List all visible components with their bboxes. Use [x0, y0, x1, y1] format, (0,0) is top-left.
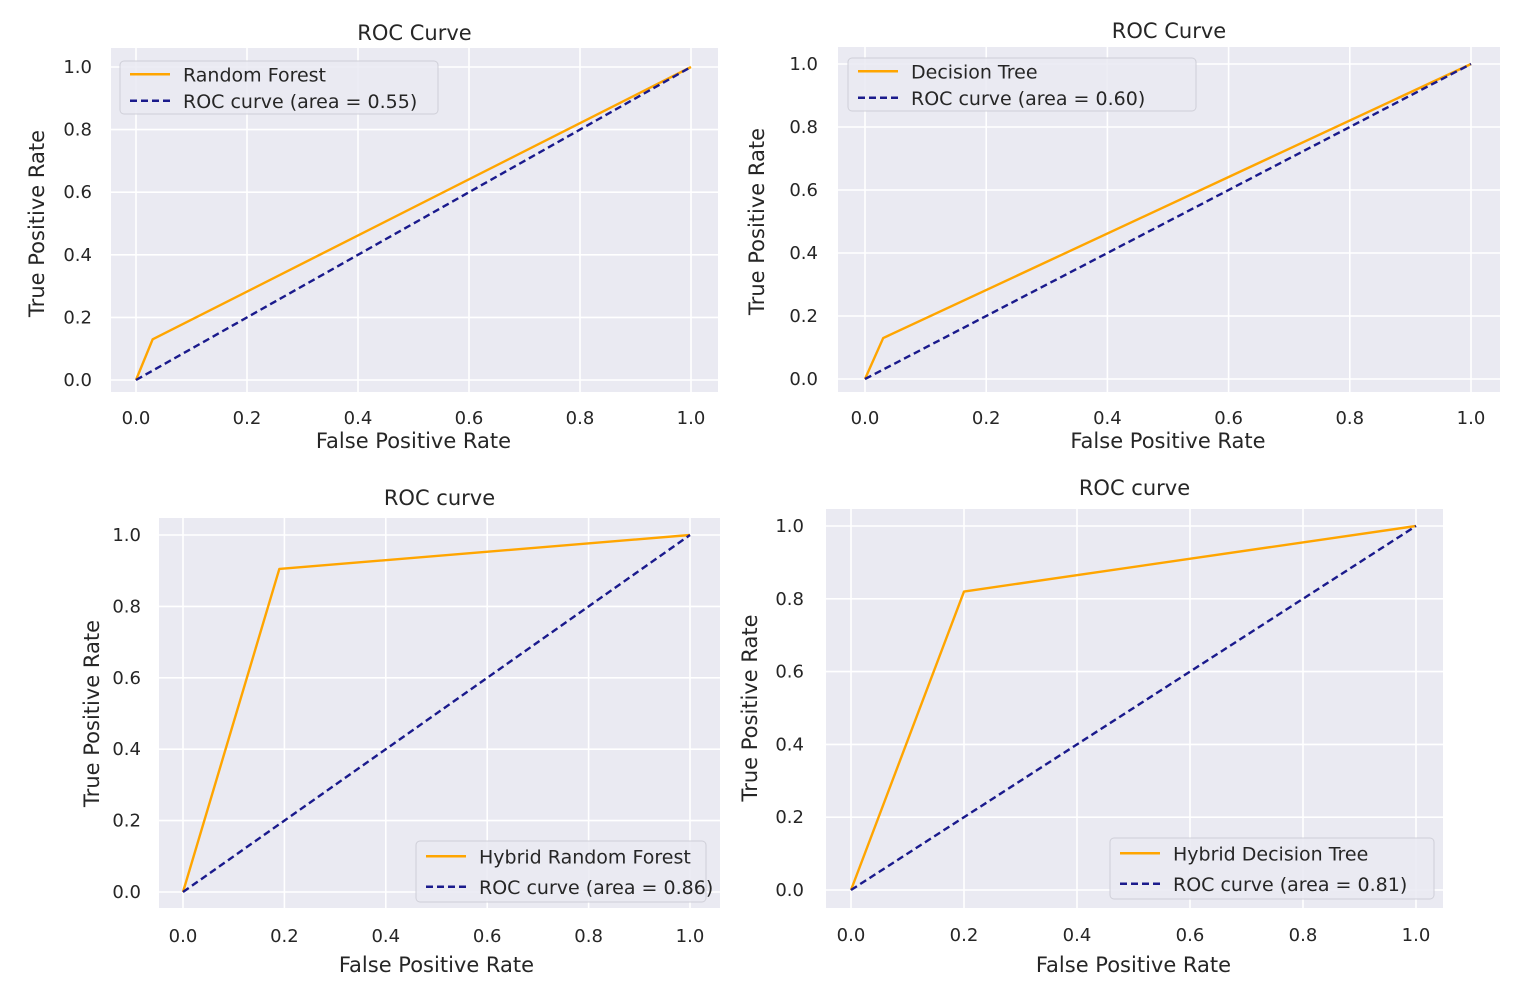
x-axis-label: False Positive Rate	[1036, 953, 1231, 977]
x-tick-label: 0.8	[1289, 925, 1318, 946]
y-tick-label: 0.8	[63, 120, 92, 141]
x-tick-label: 0.8	[566, 408, 595, 429]
legend-label: Decision Tree	[911, 61, 1038, 83]
chart-title: ROC Curve	[357, 21, 471, 45]
series-line-2	[135, 65, 692, 382]
chart-panel-1: 0.0 0.2 0.4 0.6 0.8 1.0 0.0 0.2 0.4 0.6 0.8 1.0 ROC …	[25, 21, 718, 453]
y-tick-label: 0.2	[63, 307, 92, 328]
x-tick-label: 0.6	[455, 408, 484, 429]
series-line-1	[849, 524, 1417, 891]
x-axis-label: False Positive Rate	[1070, 429, 1265, 453]
y-tick-label: 0.4	[112, 739, 141, 760]
y-tick-label: 0.2	[775, 807, 804, 828]
y-tick-label: 0.8	[789, 117, 818, 138]
series-line-2	[850, 524, 1417, 892]
legend: Random Forest ROC curve (area = 0.55)	[119, 60, 439, 115]
legend-box	[1109, 837, 1435, 900]
x-axis-label: False Positive Rate	[339, 953, 534, 977]
x-tick-label: 0.0	[122, 408, 151, 429]
x-tick-label: 0.4	[1063, 925, 1092, 946]
y-axis-label: True Positive Rate	[738, 614, 762, 802]
x-tick-label: 0.4	[371, 926, 400, 947]
x-tick-label: 0.6	[1214, 408, 1243, 429]
legend-label: Hybrid Decision Tree	[1173, 843, 1368, 865]
x-tick-label: 0.8	[574, 926, 603, 947]
chart-title: ROC Curve	[1112, 19, 1226, 43]
chart-panel-4: 0.0 0.2 0.4 0.6 0.8 1.0 0.0 0.2 0.4 0.6 0.8 1.0 ROC …	[738, 476, 1443, 977]
legend-box	[415, 840, 707, 903]
y-tick-label: 0.4	[789, 243, 818, 264]
y-tick-label: 0.6	[789, 180, 818, 201]
x-tick-label: 0.4	[344, 408, 373, 429]
series-line-2	[864, 62, 1472, 381]
y-tick-label: 0.4	[63, 245, 92, 266]
y-tick-label: 1.0	[775, 516, 804, 537]
legend-label: ROC curve (area = 0.86)	[479, 877, 713, 899]
y-tick-label: 0.6	[112, 668, 141, 689]
x-tick-label: 0.0	[837, 925, 866, 946]
series-line-2	[182, 534, 691, 893]
x-tick-label: 1.0	[677, 408, 706, 429]
chart-title: ROC curve	[384, 486, 495, 510]
y-tick-label: 0.8	[775, 589, 804, 610]
x-tick-label: 0.0	[851, 408, 880, 429]
y-axis-label: True Positive Rate	[745, 128, 769, 316]
legend: Hybrid Decision Tree ROC curve (area = 0.…	[1109, 837, 1435, 900]
x-tick-label: 1.0	[676, 926, 705, 947]
x-tick-label: 1.0	[1457, 408, 1486, 429]
x-tick-label: 0.4	[1093, 408, 1122, 429]
chart-panel-3: 0.0 0.2 0.4 0.6 0.8 1.0 0.0 0.2 0.4 0.6 0.8 1.0 ROC …	[80, 486, 720, 977]
y-tick-label: 0.0	[789, 369, 818, 390]
legend: Decision Tree ROC curve (area = 0.60)	[847, 57, 1197, 112]
legend: Hybrid Random Forest ROC curve (area = 0.…	[415, 840, 713, 903]
legend-box	[847, 57, 1197, 112]
series-line-1	[863, 62, 1472, 380]
x-axis-label: False Positive Rate	[316, 429, 511, 453]
legend-label: ROC curve (area = 0.60)	[911, 88, 1145, 110]
y-axis-label: True Positive Rate	[25, 130, 49, 318]
legend-label: Random Forest	[183, 64, 326, 86]
y-tick-label: 1.0	[112, 525, 141, 546]
y-tick-label: 0.0	[63, 370, 92, 391]
x-tick-label: 1.0	[1402, 925, 1431, 946]
y-tick-label: 0.4	[775, 734, 804, 755]
x-tick-label: 0.8	[1335, 408, 1364, 429]
y-tick-label: 0.0	[112, 882, 141, 903]
chart-panel-2: 0.0 0.2 0.4 0.6 0.8 1.0 0.0 0.2 0.4 0.6 0.8 1.0 ROC …	[745, 19, 1500, 453]
x-tick-label: 0.2	[233, 408, 262, 429]
y-tick-label: 0.0	[775, 880, 804, 901]
x-tick-label: 0.2	[950, 925, 979, 946]
legend-label: ROC curve (area = 0.55)	[183, 91, 417, 113]
x-tick-label: 0.2	[972, 408, 1001, 429]
chart-title: ROC curve	[1079, 476, 1190, 500]
y-tick-label: 0.8	[112, 596, 141, 617]
series-line-1	[134, 65, 692, 381]
legend-label: Hybrid Random Forest	[479, 846, 691, 868]
y-tick-label: 0.6	[775, 662, 804, 683]
y-tick-label: 0.6	[63, 182, 92, 203]
legend-label: ROC curve (area = 0.81)	[1173, 874, 1407, 896]
x-tick-label: 0.6	[473, 926, 502, 947]
y-tick-label: 0.2	[112, 811, 141, 832]
series-line-1	[181, 533, 691, 893]
y-tick-label: 0.2	[789, 306, 818, 327]
legend-box	[119, 60, 439, 115]
y-tick-label: 1.0	[789, 54, 818, 75]
x-tick-label: 0.2	[270, 926, 299, 947]
y-axis-label: True Positive Rate	[80, 620, 104, 808]
x-tick-label: 0.0	[169, 926, 198, 947]
y-tick-label: 1.0	[63, 57, 92, 78]
x-tick-label: 0.6	[1176, 925, 1205, 946]
